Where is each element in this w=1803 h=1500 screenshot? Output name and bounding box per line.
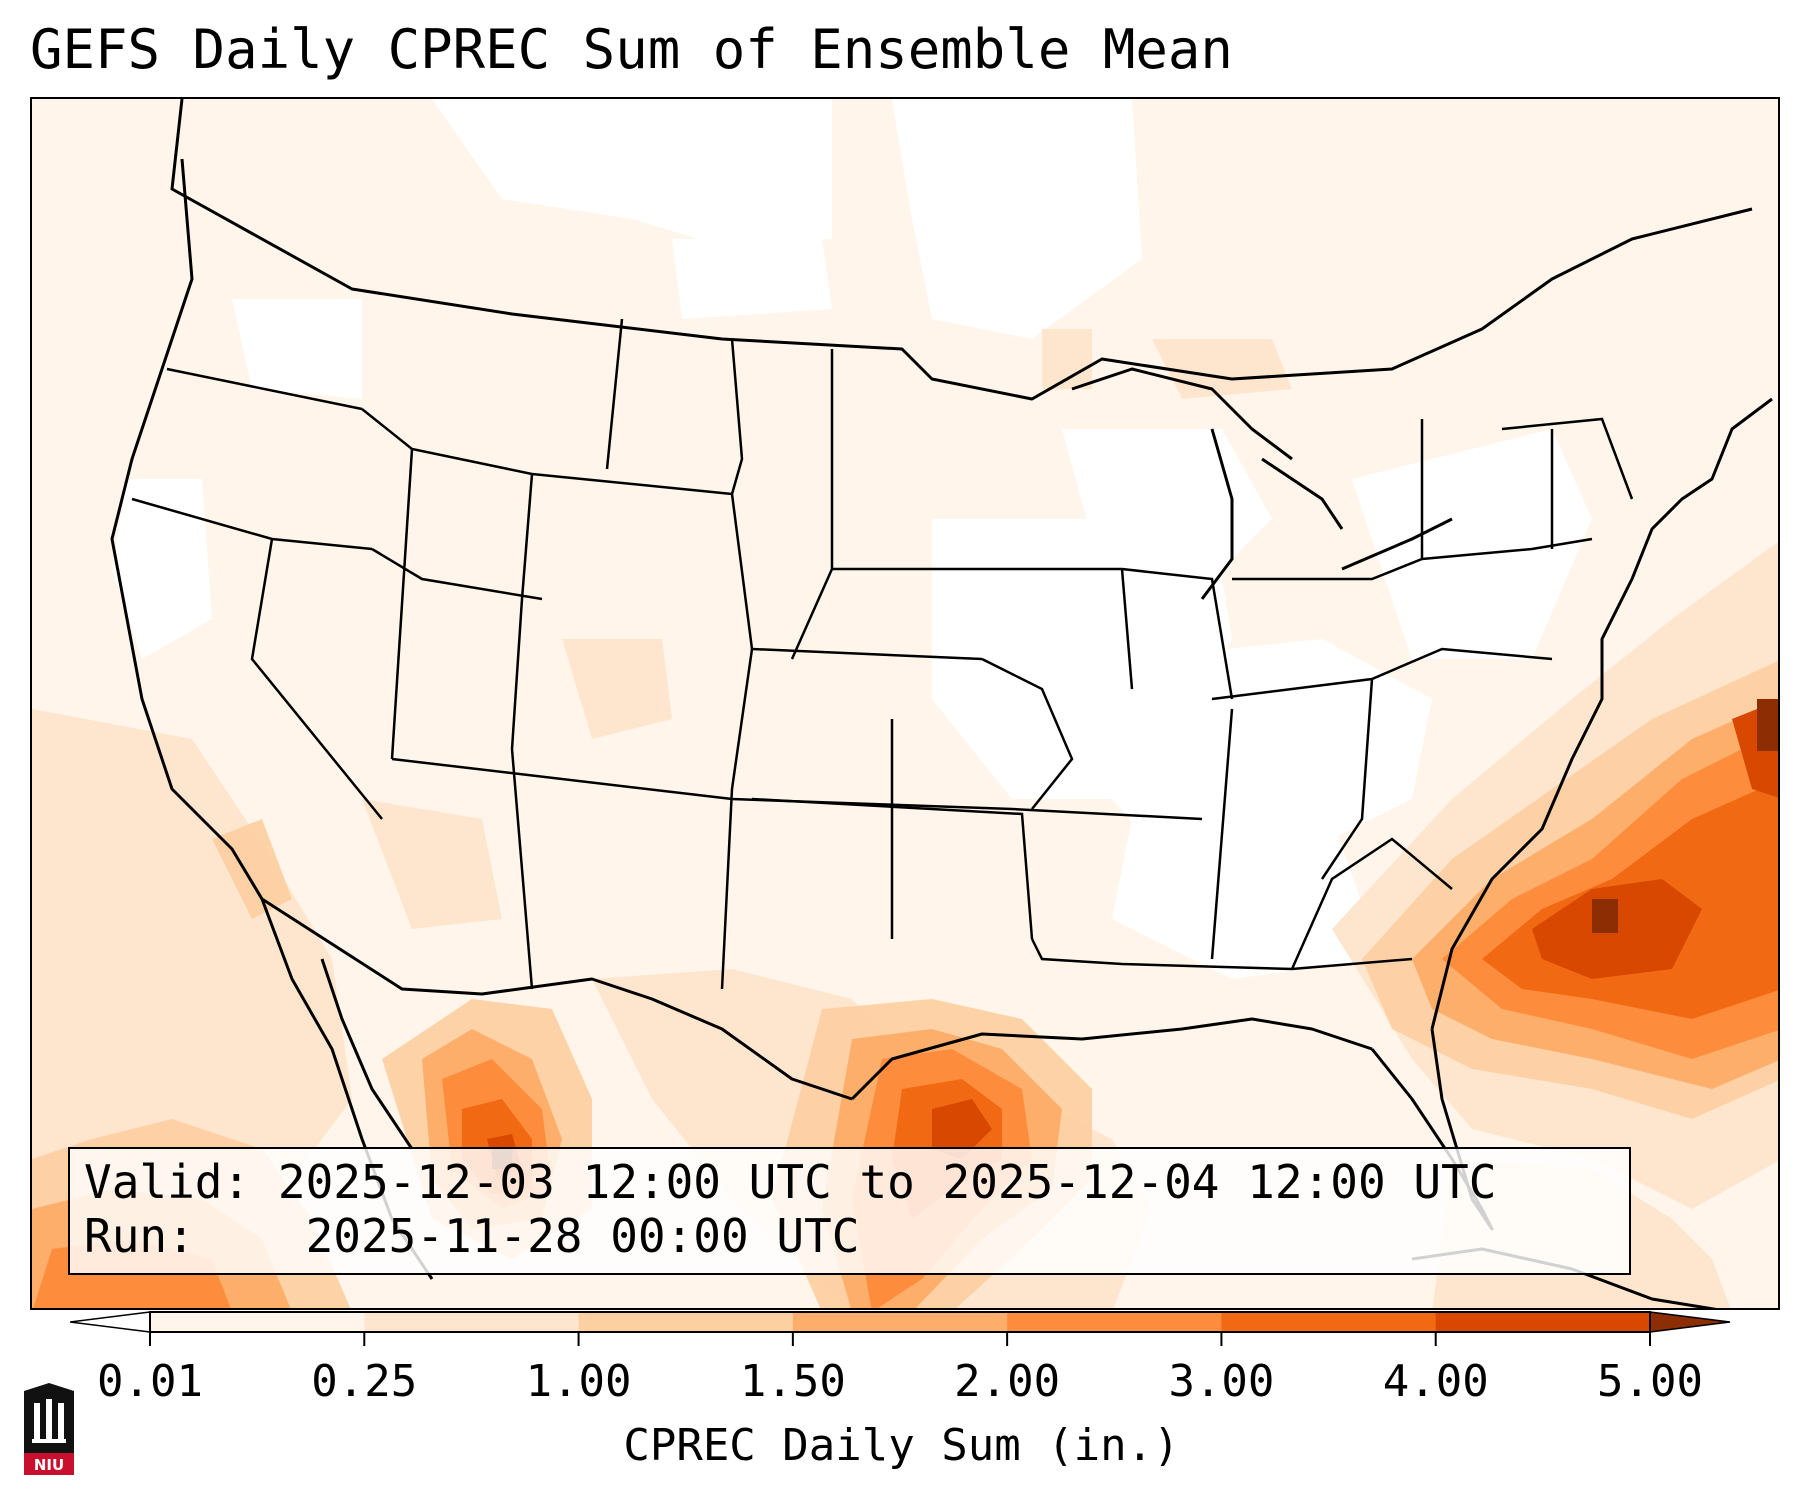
colorbar-min-extend	[70, 1311, 151, 1333]
colorbar-tick-label: 1.50	[739, 1356, 846, 1407]
colorbar-segment	[1221, 1312, 1437, 1332]
colorbar-segment	[792, 1312, 1008, 1332]
map-title: GEFS Daily CPREC Sum of Ensemble Mean	[30, 18, 1233, 81]
colorbar-label: CPREC Daily Sum (in.)	[623, 1420, 1180, 1471]
colorbar-tick-label: 0.25	[311, 1356, 418, 1407]
niu-logo: NIU	[24, 1383, 74, 1475]
colorbar-ticks	[149, 1332, 1651, 1346]
valid-label: Valid:	[84, 1155, 251, 1209]
colorbar-segment	[364, 1312, 580, 1332]
logo-text: NIU	[34, 1456, 64, 1474]
colorbar-segment	[1435, 1312, 1651, 1332]
colorbar	[70, 1311, 1731, 1346]
map-canvas	[32, 99, 1778, 1308]
state-borders	[131, 318, 1634, 990]
colorbar-outline	[149, 1311, 1651, 1333]
run-label: Run:	[84, 1209, 195, 1263]
colorbar-tick-label: 4.00	[1382, 1356, 1489, 1407]
run-value: 2025-11-28 00:00 UTC	[305, 1209, 860, 1263]
colorbar-tick-label: 0.01	[97, 1356, 203, 1407]
colorbar-segments	[150, 1312, 1651, 1332]
colorbar-segment	[578, 1312, 794, 1332]
precip-map	[30, 97, 1780, 1310]
colorbar-tick-label: 2.00	[954, 1356, 1061, 1407]
validity-info-box: Valid: 2025-12-03 12:00 UTC to 2025-12-0…	[68, 1147, 1631, 1275]
colorbar-max-extend	[1649, 1311, 1731, 1333]
colorbar-tick-label: 5.00	[1597, 1356, 1703, 1407]
colorbar-segment	[1007, 1312, 1222, 1332]
valid-value: 2025-12-03 12:00 UTC to 2025-12-04 12:00…	[277, 1155, 1497, 1209]
colorbar-tick-label: 3.00	[1168, 1356, 1275, 1407]
no-precip-areas	[112, 99, 1592, 979]
colorbar-segment	[150, 1312, 365, 1332]
colorbar-tick-label: 1.00	[525, 1356, 632, 1407]
